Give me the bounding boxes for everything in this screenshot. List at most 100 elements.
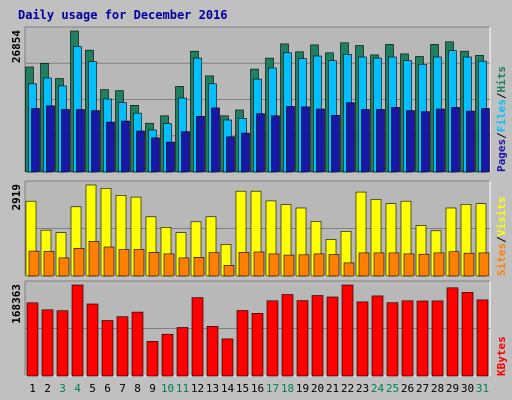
bar-sites-day-18: [283, 254, 295, 277]
day-label-31: 31: [476, 382, 489, 395]
bar-kbytes-day-7: [116, 316, 129, 377]
bar-pages-day-27: [421, 111, 430, 173]
bar-sites-day-13: [208, 252, 220, 277]
bar-sites-day-25: [388, 252, 400, 277]
legend-separator: /: [495, 92, 508, 99]
day-label-19: 19: [296, 382, 309, 395]
bar-pages-day-19: [301, 106, 310, 173]
day-label-9: 9: [149, 382, 156, 395]
bar-sites-day-11: [178, 257, 190, 277]
legend-item-hits: Hits: [495, 66, 508, 93]
day-label-27: 27: [416, 382, 429, 395]
bar-pages-day-17: [271, 115, 280, 173]
bar-pages-day-1: [31, 108, 40, 173]
bar-sites-day-30: [463, 252, 475, 277]
bar-kbytes-day-15: [236, 310, 249, 377]
bar-kbytes-day-4: [71, 284, 84, 377]
day-label-6: 6: [104, 382, 111, 395]
legend-separator: /: [495, 236, 508, 243]
day-label-30: 30: [461, 382, 474, 395]
bar-sites-day-14: [223, 265, 235, 277]
bar-pages-day-10: [166, 141, 175, 173]
day-label-28: 28: [431, 382, 444, 395]
bar-pages-day-16: [256, 113, 265, 173]
bar-pages-day-11: [181, 131, 190, 173]
day-label-3: 3: [59, 382, 66, 395]
bar-sites-day-5: [88, 241, 100, 277]
bar-kbytes-day-9: [146, 341, 159, 377]
panel-visits: 2919 Sites/Visits: [10, 180, 508, 277]
legend-visits: Sites/Visits: [495, 197, 508, 277]
legend-item-pages: Pages: [495, 139, 508, 172]
bar-pages-day-14: [226, 136, 235, 173]
bar-sites-day-28: [433, 252, 445, 277]
bar-sites-day-2: [43, 251, 55, 277]
day-label-11: 11: [176, 382, 189, 395]
bar-kbytes-day-16: [251, 312, 264, 377]
bar-sites-day-3: [58, 257, 70, 277]
day-label-23: 23: [356, 382, 369, 395]
day-label-5: 5: [89, 382, 96, 395]
day-label-20: 20: [311, 382, 324, 395]
bar-kbytes-day-20: [311, 295, 324, 377]
bar-sites-day-6: [103, 246, 115, 277]
bar-sites-day-29: [448, 251, 460, 277]
bar-sites-day-10: [163, 253, 175, 277]
bar-pages-day-12: [196, 116, 205, 173]
legend-separator: /: [495, 132, 508, 139]
bar-kbytes-day-28: [431, 300, 444, 377]
bar-pages-day-22: [346, 102, 355, 173]
bar-kbytes-day-31: [476, 299, 489, 377]
bar-pages-day-31: [481, 108, 490, 173]
day-label-4: 4: [74, 382, 81, 395]
day-label-16: 16: [251, 382, 264, 395]
bar-kbytes-day-21: [326, 296, 339, 377]
y-max-label-hits: 26854: [10, 30, 23, 63]
bar-sites-day-12: [193, 256, 205, 277]
day-label-25: 25: [386, 382, 399, 395]
day-label-13: 13: [206, 382, 219, 395]
bar-pages-day-2: [46, 105, 55, 173]
chart-panels: 26854Pages/Files/Hits2919Sites/Visits168…: [10, 26, 508, 377]
bar-pages-day-13: [211, 107, 220, 173]
bar-pages-day-15: [241, 132, 250, 173]
bar-kbytes-day-3: [56, 310, 69, 377]
bar-sites-day-1: [28, 250, 40, 277]
bar-pages-day-6: [106, 121, 115, 173]
day-label-21: 21: [326, 382, 339, 395]
bar-pages-day-25: [391, 107, 400, 173]
bar-pages-day-23: [361, 109, 370, 173]
bar-sites-day-8: [133, 249, 145, 277]
bar-kbytes-day-17: [266, 300, 279, 377]
bar-kbytes-day-25: [386, 302, 399, 377]
bar-pages-day-18: [286, 106, 295, 173]
legend-item-files: Files: [495, 99, 508, 132]
day-label-2: 2: [44, 382, 51, 395]
bar-sites-day-23: [358, 252, 370, 277]
day-label-26: 26: [401, 382, 414, 395]
bar-pages-day-8: [136, 130, 145, 173]
bar-kbytes-day-8: [131, 311, 144, 377]
chart-title: Daily usage for December 2016: [18, 8, 228, 22]
bar-sites-day-19: [298, 254, 310, 277]
bar-kbytes-day-14: [221, 338, 234, 377]
day-label-8: 8: [134, 382, 141, 395]
day-label-1: 1: [29, 382, 36, 395]
bar-kbytes-day-19: [296, 300, 309, 377]
bar-kbytes-day-13: [206, 325, 219, 377]
day-label-29: 29: [446, 382, 459, 395]
day-label-14: 14: [221, 382, 235, 395]
bar-kbytes-day-18: [281, 294, 294, 377]
bar-kbytes-day-30: [461, 291, 474, 377]
bar-sites-day-17: [268, 253, 280, 277]
bar-pages-day-24: [376, 109, 385, 173]
bar-pages-day-28: [436, 108, 445, 173]
day-label-24: 24: [371, 382, 385, 395]
bar-sites-day-22: [343, 262, 355, 277]
bar-kbytes-day-26: [401, 300, 414, 377]
legend-item-sites: Sites: [495, 243, 508, 276]
bar-pages-day-21: [331, 115, 340, 173]
legend-item-kbytes: KBytes: [495, 336, 508, 376]
